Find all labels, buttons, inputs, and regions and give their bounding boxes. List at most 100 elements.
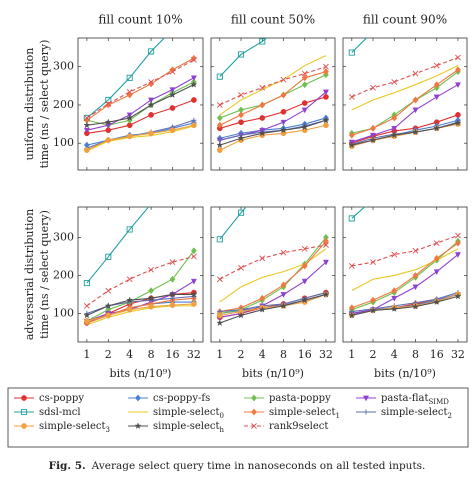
legend-marker (251, 423, 257, 429)
series-line (86, 77, 195, 131)
data-point (280, 119, 287, 126)
data-point (455, 54, 461, 61)
legend-label: simple-select2 (381, 407, 452, 421)
x-tick-label: 2 (105, 348, 112, 361)
data-point (433, 254, 440, 262)
x-tick-label: 16 (165, 348, 179, 361)
plot-frame (77, 37, 204, 171)
data-point (323, 94, 329, 100)
data-point (105, 312, 112, 319)
data-point (237, 209, 245, 216)
column-title: fill count 10% (98, 13, 182, 27)
data-point (170, 178, 175, 183)
data-point (302, 7, 307, 12)
series-line (86, 99, 195, 134)
data-point (105, 100, 112, 107)
data-point (83, 127, 90, 134)
data-point (323, 63, 329, 70)
plot-frame (342, 206, 468, 343)
data-point (280, 292, 287, 298)
data-point (411, 128, 420, 136)
data-point (412, 247, 419, 254)
data-point (83, 280, 90, 287)
plot-frame (342, 37, 468, 171)
legend-name: simple-select (153, 421, 220, 432)
data-point (455, 112, 461, 118)
series-line (219, 55, 327, 116)
legend-box (7, 387, 469, 448)
x-tick-label: 8 (148, 348, 155, 361)
data-point (370, 84, 376, 91)
series-line (219, 207, 247, 240)
y-axis-label: time (ns / select query) (38, 210, 51, 339)
legend-name: pasta-flat (381, 393, 429, 404)
x-axis-label: bits (n/10⁹) (242, 367, 304, 380)
data-point (216, 147, 223, 153)
data-point (169, 259, 176, 266)
legend-name: simple-select (269, 407, 336, 418)
data-point (126, 133, 133, 140)
legend-marker (20, 408, 28, 416)
data-point (454, 82, 461, 89)
data-point (148, 112, 154, 118)
data-point (126, 89, 133, 95)
series-line (351, 56, 459, 98)
series-line (351, 114, 459, 144)
legend-label: simple-select1 (269, 407, 340, 421)
x-axis-label: bits (n/10⁹) (110, 367, 172, 380)
data-point (323, 237, 329, 245)
series-line (86, 38, 165, 119)
series-line (351, 65, 459, 111)
data-point (169, 295, 176, 301)
data-point (281, 159, 286, 164)
data-point (148, 79, 154, 85)
data-point (412, 70, 419, 77)
data-point (323, 106, 328, 111)
x-tick-label: 4 (126, 348, 133, 361)
data-point (216, 73, 223, 80)
data-point (259, 255, 266, 262)
caption-text: Average select query time in nanoseconds… (91, 460, 426, 472)
data-point (83, 121, 91, 129)
data-point (105, 287, 112, 294)
data-point (323, 122, 329, 129)
data-point (190, 56, 197, 63)
y-tick-label: 200 (53, 98, 74, 111)
data-point (191, 122, 197, 129)
data-point (126, 296, 134, 304)
legend-name: cs-poppy-fs (153, 393, 210, 404)
data-point (280, 249, 287, 256)
data-point (322, 290, 330, 298)
data-point (433, 124, 441, 132)
data-point (216, 276, 223, 283)
data-point (84, 318, 90, 324)
data-point (280, 109, 287, 115)
legend-name-sub: 0 (220, 412, 224, 420)
data-point (259, 101, 266, 109)
legend-name: sdsl-mcl (39, 407, 81, 418)
data-point (322, 89, 329, 96)
series-line (86, 125, 195, 152)
legend-name: simple-select (381, 407, 448, 418)
data-point (191, 3, 196, 8)
series-line (219, 38, 268, 78)
caption: Fig. 5. Average select query time in nano… (49, 460, 426, 472)
data-point (191, 155, 196, 160)
data-point (190, 253, 197, 260)
data-point (391, 79, 398, 85)
data-point (301, 278, 308, 285)
data-point (370, 197, 375, 202)
data-point (301, 123, 309, 131)
data-point (258, 129, 266, 137)
legend-marker (135, 394, 141, 402)
series-line (219, 293, 327, 316)
data-point (390, 305, 398, 312)
data-point (390, 131, 398, 139)
data-point (369, 306, 377, 314)
plot-area (216, 106, 330, 327)
data-point (301, 296, 309, 304)
y-tick-label: 100 (53, 306, 74, 319)
data-point (190, 80, 198, 88)
data-point (147, 294, 155, 302)
series-line (351, 248, 459, 292)
